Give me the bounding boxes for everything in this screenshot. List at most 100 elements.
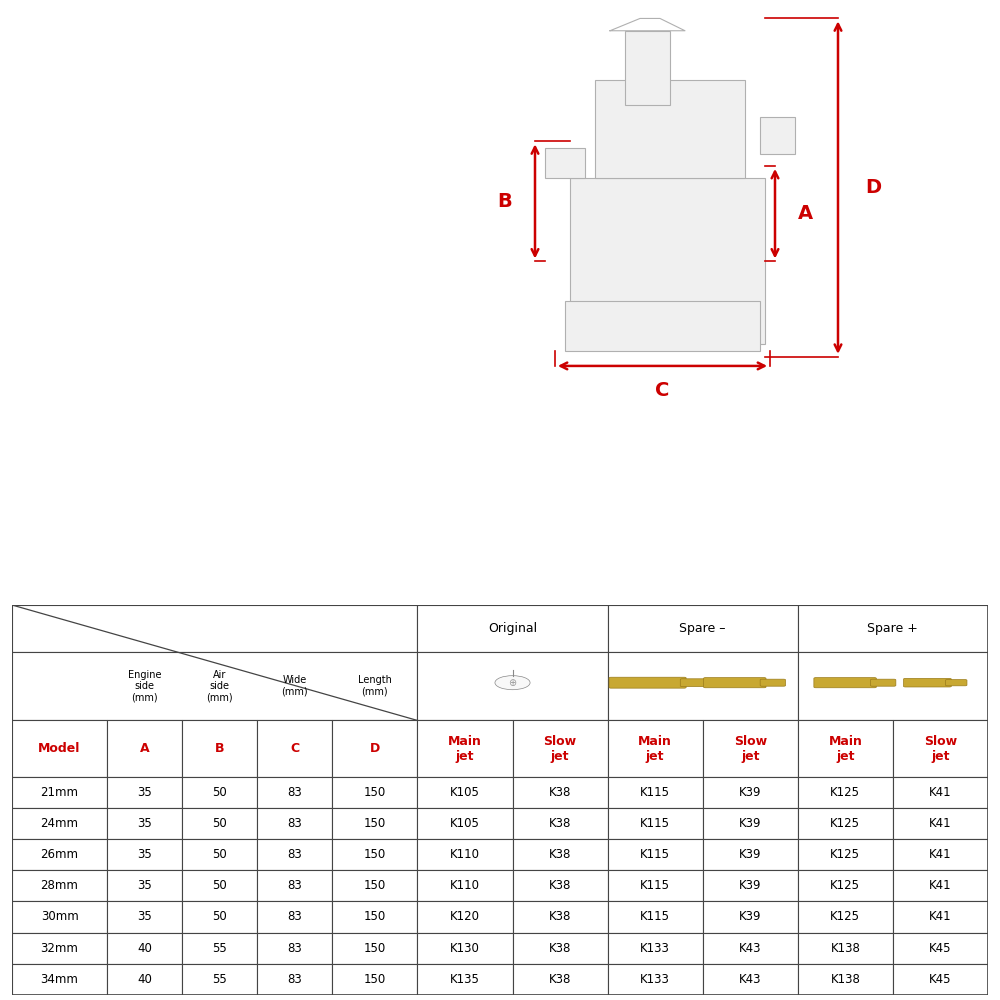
Text: 83: 83 [287,910,302,924]
Text: C: C [290,742,299,755]
Text: ⊕: ⊕ [508,678,517,688]
Text: K39: K39 [739,910,762,924]
Bar [332,964,417,995]
Bar [332,720,417,777]
Text: K138: K138 [830,942,860,955]
Text: K41: K41 [929,848,952,861]
Text: K39: K39 [739,817,762,830]
Text: K115: K115 [640,910,670,924]
Text: Slow
jet: Slow jet [734,735,767,763]
Bar [703,901,798,933]
Text: K125: K125 [830,879,860,892]
Bar [107,777,182,808]
Bar [798,720,893,777]
Bar [608,964,703,995]
Bar [12,901,107,933]
Text: 83: 83 [287,817,302,830]
Text: 35: 35 [137,879,152,892]
Bar [257,808,332,839]
Bar [12,808,107,839]
Text: Length
(mm): Length (mm) [358,675,392,697]
Bar [625,31,670,105]
Text: K110: K110 [450,879,480,892]
Text: 50: 50 [212,910,227,924]
Text: K41: K41 [929,786,952,799]
Bar [417,839,513,870]
Text: K39: K39 [739,848,762,861]
Text: K38: K38 [549,879,571,892]
Text: K105: K105 [450,786,480,799]
Text: Spare –: Spare – [679,622,726,635]
Text: K41: K41 [929,817,952,830]
Bar [107,839,182,870]
Bar [513,808,608,839]
Text: 83: 83 [287,973,302,986]
Bar [257,901,332,933]
Text: 35: 35 [137,848,152,861]
Text: 50: 50 [212,817,227,830]
Text: C: C [655,381,670,400]
Text: K38: K38 [549,910,571,924]
Text: 83: 83 [287,942,302,955]
Text: 55: 55 [212,973,227,986]
Text: 150: 150 [364,817,386,830]
Bar [608,777,703,808]
Text: 50: 50 [212,879,227,892]
Text: K133: K133 [640,973,670,986]
Text: K115: K115 [640,879,670,892]
Bar [893,964,988,995]
Bar [12,777,107,808]
Bar [417,964,513,995]
Text: K105: K105 [450,817,480,830]
Bar [257,870,332,901]
Text: 50: 50 [212,786,227,799]
Text: Spare +: Spare + [867,622,918,635]
Bar [332,901,417,933]
Text: Original: Original [488,622,537,635]
Bar [417,605,608,652]
Text: 40: 40 [137,973,152,986]
Text: A: A [140,742,149,755]
Bar [565,301,760,351]
Bar [893,839,988,870]
Bar [182,964,257,995]
Text: 35: 35 [137,817,152,830]
Text: 50: 50 [212,848,227,861]
Text: 150: 150 [364,910,386,924]
Bar [182,933,257,964]
Bar [417,901,513,933]
Bar [332,933,417,964]
Bar [608,652,798,720]
Bar [798,808,893,839]
Bar [703,933,798,964]
Bar [513,964,608,995]
Bar [332,808,417,839]
Bar [798,964,893,995]
Bar [513,933,608,964]
Bar [513,777,608,808]
FancyBboxPatch shape [814,678,876,688]
Text: 150: 150 [364,942,386,955]
Bar [417,933,513,964]
Text: Slow
jet: Slow jet [924,735,957,763]
Bar [12,964,107,995]
Bar [182,901,257,933]
Text: 150: 150 [364,879,386,892]
FancyBboxPatch shape [609,677,686,688]
Bar [798,605,988,652]
Text: K45: K45 [929,942,952,955]
Bar [12,870,107,901]
Bar [332,870,417,901]
Bar [513,720,608,777]
Bar [608,839,703,870]
Bar [595,80,745,178]
Text: K38: K38 [549,817,571,830]
Text: Main
jet: Main jet [448,735,482,763]
Bar [332,839,417,870]
Bar [182,777,257,808]
Text: Model: Model [38,742,81,755]
Bar [798,870,893,901]
Text: K125: K125 [830,910,860,924]
Text: 35: 35 [137,910,152,924]
Text: 26mm: 26mm [41,848,79,861]
